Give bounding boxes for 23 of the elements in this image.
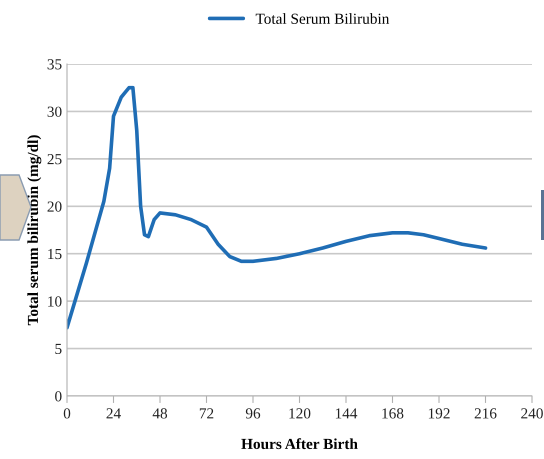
x-tick-label: 144 <box>336 408 358 418</box>
y-tick-label: 30 <box>48 106 62 117</box>
x-tick-label: 96 <box>246 408 260 419</box>
y-tick-label: 0 <box>55 391 62 402</box>
x-tick-label: 48 <box>152 408 168 419</box>
x-tick-label: 72 <box>200 408 214 418</box>
x-tick-label: 216 <box>474 408 496 419</box>
line-series <box>67 86 488 330</box>
y-tick-label: 5 <box>55 344 62 354</box>
x-axis-title: Hours After Birth <box>241 438 358 450</box>
y-axis-title: Total serum bilirubin (mg/dl) <box>27 135 42 326</box>
legend-label: Total Serum Bilirubin <box>256 13 390 24</box>
x-tick-label: 120 <box>289 408 310 419</box>
y-tick-label: 15 <box>48 248 62 260</box>
x-tick-label: 24 <box>106 408 121 418</box>
y-tick-label: 35 <box>48 59 62 70</box>
x-tick-label: 168 <box>382 408 404 419</box>
x-tick-label: 240 <box>521 408 543 419</box>
y-tick-label: 20 <box>48 201 62 212</box>
x-tick-label: 0 <box>64 408 70 419</box>
y-tick-label: 10 <box>48 296 62 307</box>
y-tick-label: 25 <box>48 154 62 164</box>
x-tick-label: 192 <box>428 408 450 419</box>
